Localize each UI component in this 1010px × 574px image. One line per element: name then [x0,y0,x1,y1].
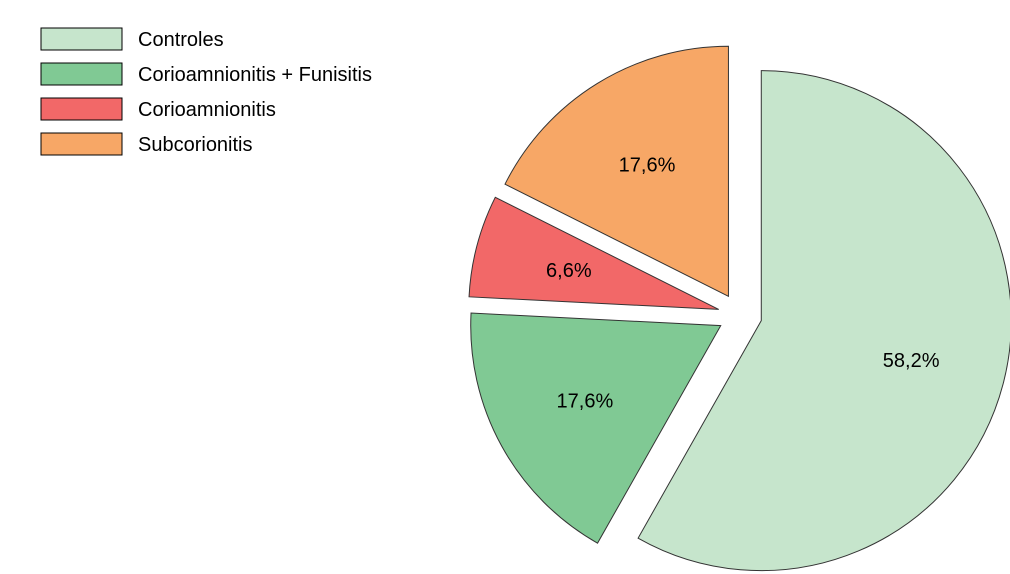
legend-label: Controles [138,29,224,51]
legend-item-subcorionitis: Subcorionitis [40,132,253,156]
slice-value-label-controles: 58,2% [883,350,940,372]
slice-value-label-subcorionitis: 17,6% [619,154,676,176]
legend-label: Corioamnionitis [138,99,276,121]
pie-slice-corioamnionitis-funisitis [470,312,722,544]
legend-item-corioamnionitis-funisitis: Corioamnionitis + Funisitis [40,62,372,86]
pie-slices [468,45,1010,572]
legend-label: Subcorionitis [138,134,253,156]
slice-labels: 58,2% 17,6% 6,6% 17,6% [546,154,940,412]
pie-slice-subcorionitis [504,45,729,298]
slice-value-label-corioamnionitis: 6,6% [546,260,592,282]
legend-swatch [40,97,123,121]
legend-swatch [40,132,123,156]
pie-slice-corioamnionitis [468,196,719,310]
legend-item-corioamnionitis: Corioamnionitis [40,97,276,121]
legend-swatch [40,27,123,51]
legend-swatch [40,62,123,86]
slice-value-label-corioamnionitis-funisitis: 17,6% [557,390,614,412]
legend-label: Corioamnionitis + Funisitis [138,64,372,86]
pie-slice-controles [637,70,1010,572]
legend-item-controles: Controles [40,27,224,51]
legend: Controles Corioamnionitis + Funisitis Cori… [40,27,372,156]
